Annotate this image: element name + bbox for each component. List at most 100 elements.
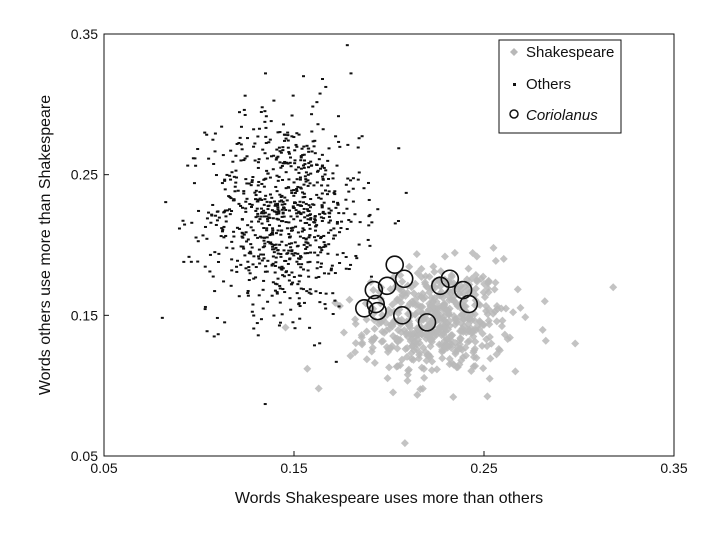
others-point [331, 177, 335, 180]
others-point [237, 227, 241, 230]
shakespeare-point [314, 384, 323, 393]
shakespeare-point [400, 439, 409, 448]
others-point [307, 162, 311, 165]
others-point [264, 126, 268, 129]
others-point [335, 221, 339, 224]
others-point [264, 115, 268, 118]
others-point [290, 135, 294, 138]
others-point [266, 259, 270, 262]
others-point [295, 189, 299, 192]
others-point [316, 254, 320, 257]
others-point [344, 198, 348, 201]
others-point [335, 222, 339, 225]
others-point [252, 128, 256, 131]
shakespeare-point [386, 285, 395, 294]
others-point [186, 164, 190, 167]
shakespeare-point [440, 312, 449, 321]
shakespeare-point [351, 348, 360, 357]
shakespeare-point [452, 299, 461, 308]
shakespeare-point [393, 337, 402, 346]
shakespeare-point [424, 305, 433, 314]
others-point [265, 157, 269, 160]
others-point [258, 218, 262, 221]
others-point [312, 344, 316, 347]
others-point [248, 272, 252, 275]
others-point [235, 142, 239, 145]
shakespeare-point [425, 288, 434, 297]
legend-shakespeare-label: Shakespeare [526, 44, 614, 61]
others-point [314, 225, 318, 228]
others-point [322, 272, 326, 275]
others-point [236, 259, 240, 262]
shakespeare-point [472, 252, 481, 261]
others-point [274, 261, 278, 264]
others-point [299, 255, 303, 258]
others-point [334, 135, 338, 138]
others-point [299, 256, 303, 259]
others-point [208, 253, 212, 256]
others-point [295, 132, 299, 135]
others-point [329, 267, 333, 270]
others-point [333, 272, 337, 275]
others-point [312, 145, 316, 148]
others-point [271, 262, 275, 265]
others-point [314, 290, 318, 293]
others-point [220, 125, 224, 128]
others-point [278, 284, 282, 287]
others-point [220, 182, 224, 185]
shakespeare-point [339, 328, 348, 337]
others-point [310, 113, 314, 116]
shakespeare-point [440, 252, 449, 261]
others-point [265, 215, 269, 218]
shakespeare-point [403, 344, 412, 353]
others-point [320, 249, 324, 252]
others-point [287, 279, 291, 282]
coriolanus-point [459, 294, 479, 314]
others-point [289, 229, 293, 232]
others-point [278, 131, 282, 134]
others-point [319, 197, 323, 200]
shakespeare-point [443, 342, 452, 351]
others-point [271, 245, 275, 248]
others-point [284, 187, 288, 190]
others-point [279, 151, 283, 154]
others-point [223, 188, 227, 191]
others-point [268, 138, 272, 141]
others-point [338, 231, 342, 234]
others-point [254, 266, 258, 269]
others-point [241, 245, 245, 248]
shakespeare-point [470, 344, 479, 353]
others-point [397, 147, 401, 150]
shakespeare-point [462, 312, 471, 321]
others-point [313, 251, 317, 254]
others-point [313, 236, 317, 239]
others-point [302, 183, 306, 186]
others-point [327, 221, 331, 224]
others-point [337, 305, 341, 308]
others-point [230, 269, 234, 272]
others-point [279, 199, 283, 202]
others-point [278, 243, 282, 246]
others-point [257, 294, 261, 297]
legend-box [498, 39, 622, 134]
y-tick-label: 0.25 [71, 167, 98, 183]
shakespeare-point [485, 320, 494, 329]
others-point [299, 212, 303, 215]
others-point [288, 297, 292, 300]
shakespeare-point [492, 317, 501, 326]
others-point [254, 276, 258, 279]
shakespeare-point [498, 316, 507, 325]
others-point [235, 270, 239, 273]
others-point [333, 234, 337, 237]
others-point [357, 243, 361, 246]
others-point [306, 252, 310, 255]
others-point [248, 250, 252, 253]
others-point [271, 168, 275, 171]
shakespeare-point [571, 339, 580, 348]
others-point [244, 231, 248, 234]
others-point [232, 235, 236, 238]
shakespeare-point [403, 352, 412, 361]
others-point [223, 321, 227, 324]
others-point [212, 162, 216, 165]
others-point [270, 243, 274, 246]
